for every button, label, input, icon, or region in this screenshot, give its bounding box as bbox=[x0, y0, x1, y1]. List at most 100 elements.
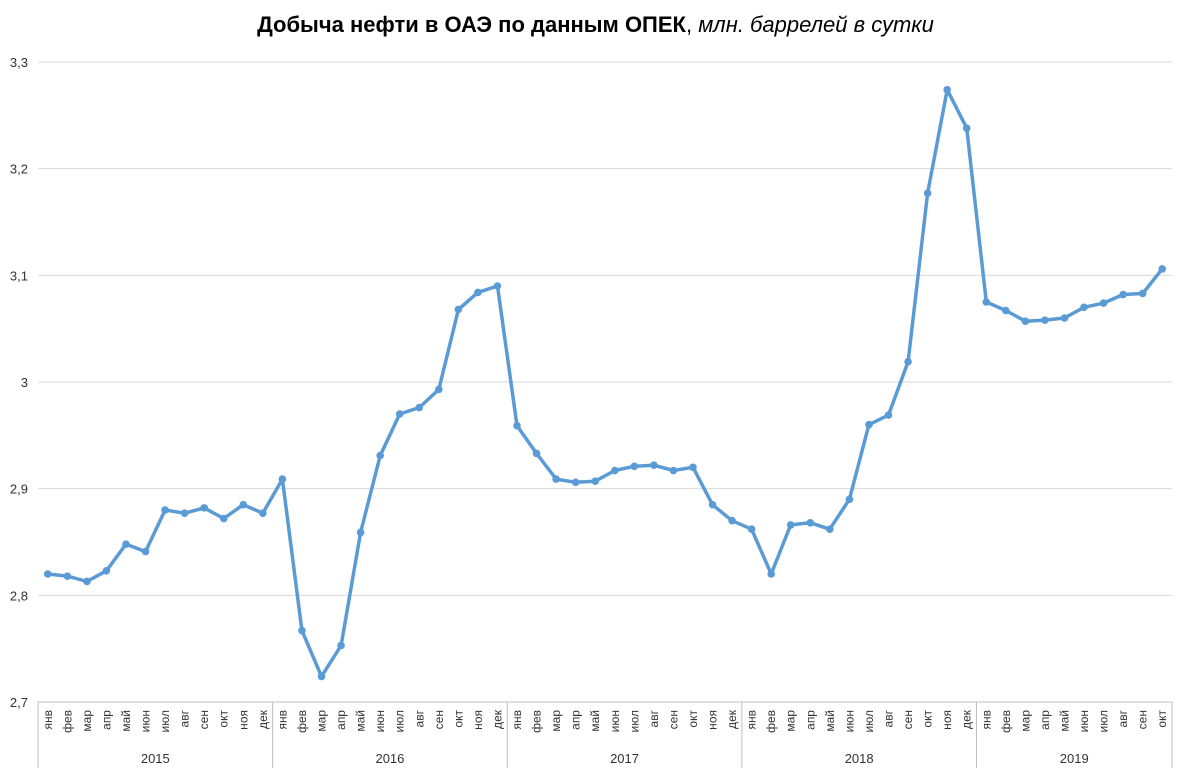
data-point bbox=[259, 509, 267, 517]
data-point bbox=[689, 463, 697, 472]
data-point bbox=[83, 577, 91, 586]
x-tick-label: мар bbox=[1018, 710, 1032, 732]
data-point bbox=[493, 282, 502, 290]
chart-title-units: млн. баррелей в сутки bbox=[698, 12, 934, 37]
x-tick-label: апр bbox=[334, 710, 348, 730]
data-point bbox=[786, 521, 795, 529]
x-tick-label: дек bbox=[490, 709, 504, 729]
data-point bbox=[219, 514, 228, 523]
data-point bbox=[278, 475, 287, 483]
x-tick-label: май bbox=[354, 710, 368, 732]
data-point bbox=[1002, 306, 1010, 315]
y-tick-label: 3,1 bbox=[10, 268, 28, 283]
x-tick-label: дек bbox=[725, 709, 739, 729]
data-point bbox=[43, 570, 52, 578]
x-tick-label: сен bbox=[432, 710, 446, 729]
y-tick-label: 3 bbox=[21, 375, 28, 390]
data-point bbox=[591, 477, 600, 486]
x-tick-label: фев bbox=[60, 710, 74, 733]
x-tick-label: ноя bbox=[236, 710, 250, 730]
series-line bbox=[46, 87, 1164, 679]
x-tick-label: июл bbox=[393, 710, 407, 732]
data-point bbox=[337, 641, 345, 650]
x-tick-label: дек bbox=[960, 709, 974, 729]
data-point bbox=[454, 305, 463, 314]
data-point bbox=[806, 519, 815, 527]
year-label: 2015 bbox=[141, 751, 170, 766]
data-point bbox=[1119, 290, 1127, 299]
x-tick-label: апр bbox=[1038, 710, 1052, 730]
x-tick-label: июн bbox=[608, 710, 622, 732]
x-tick-label: май bbox=[119, 710, 133, 732]
y-axis: 2,7 2,8 2,9 3 3,1 3,2 3,3 bbox=[10, 55, 28, 710]
data-point bbox=[943, 85, 951, 94]
x-tick-label: окт bbox=[686, 710, 700, 728]
x-tick-label: фев bbox=[295, 710, 309, 733]
x-tick-label: фев bbox=[999, 710, 1013, 733]
x-tick-label: июл bbox=[862, 710, 876, 732]
x-tick-label: окт bbox=[1155, 710, 1169, 728]
data-point bbox=[298, 626, 306, 635]
x-tick-label: мар bbox=[784, 710, 798, 732]
x-tick-label: июл bbox=[1097, 710, 1111, 732]
data-point bbox=[552, 475, 560, 483]
data-point bbox=[161, 506, 169, 514]
data-point bbox=[513, 421, 521, 430]
data-point bbox=[63, 572, 72, 580]
data-point bbox=[532, 449, 541, 458]
x-tick-label: сен bbox=[666, 710, 680, 729]
data-point bbox=[708, 500, 717, 509]
data-point bbox=[1021, 317, 1030, 326]
x-tick-label: мар bbox=[549, 710, 563, 732]
data-point bbox=[239, 500, 248, 509]
data-point bbox=[1060, 314, 1069, 322]
data-point bbox=[767, 570, 775, 578]
data-point bbox=[982, 298, 991, 306]
x-tick-label: май bbox=[1057, 710, 1071, 732]
data-point bbox=[395, 410, 404, 418]
data-point bbox=[923, 189, 932, 197]
data-point bbox=[747, 525, 756, 533]
data-point bbox=[865, 420, 873, 429]
x-tick-label: июл bbox=[627, 710, 641, 732]
x-tick-label: май bbox=[588, 710, 602, 732]
data-point bbox=[474, 288, 482, 297]
x-tick-label: ноя bbox=[471, 710, 485, 730]
data-point bbox=[435, 385, 443, 394]
data-point bbox=[571, 478, 580, 487]
data-point bbox=[1138, 289, 1147, 298]
year-label: 2016 bbox=[375, 751, 404, 766]
data-point bbox=[415, 403, 424, 412]
x-tick-label: июл bbox=[158, 710, 172, 732]
x-tick-label: авг bbox=[647, 709, 661, 727]
x-tick-label: мар bbox=[315, 710, 329, 732]
year-label: 2017 bbox=[610, 751, 639, 766]
data-point bbox=[826, 525, 834, 533]
x-tick-label: сен bbox=[1136, 710, 1150, 729]
data-point bbox=[1158, 265, 1167, 273]
x-tick-label: авг bbox=[1116, 709, 1130, 727]
data-point bbox=[962, 124, 971, 132]
data-point bbox=[1080, 303, 1088, 312]
data-point bbox=[669, 466, 678, 475]
x-tick-label: апр bbox=[803, 710, 817, 730]
x-tick-label: июн bbox=[1077, 710, 1091, 732]
chart-title-main: Добыча нефти в ОАЭ по данным ОПЕК bbox=[257, 12, 686, 37]
gridlines bbox=[38, 61, 1172, 703]
x-tick-label: окт bbox=[921, 710, 935, 728]
x-tick-label: фев bbox=[764, 710, 778, 733]
x-tick-label: янв bbox=[510, 710, 524, 730]
x-tick-label: мар bbox=[80, 710, 94, 732]
data-point bbox=[904, 357, 912, 366]
data-point bbox=[884, 411, 893, 419]
x-tick-label: апр bbox=[99, 710, 113, 730]
chart-title: Добыча нефти в ОАЭ по данным ОПЕК, млн. … bbox=[0, 12, 1191, 38]
x-tick-label: фев bbox=[530, 710, 544, 733]
data-point bbox=[141, 547, 150, 556]
x-tick-label: апр bbox=[569, 710, 583, 730]
data-point bbox=[650, 461, 658, 470]
x-tick-label: окт bbox=[451, 710, 465, 728]
x-tick-label: сен bbox=[901, 710, 915, 729]
